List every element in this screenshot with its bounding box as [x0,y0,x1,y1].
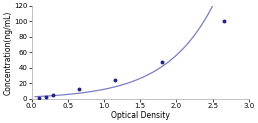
Y-axis label: Concentration(ng/mL): Concentration(ng/mL) [3,10,12,95]
X-axis label: Optical Density: Optical Density [111,111,170,120]
